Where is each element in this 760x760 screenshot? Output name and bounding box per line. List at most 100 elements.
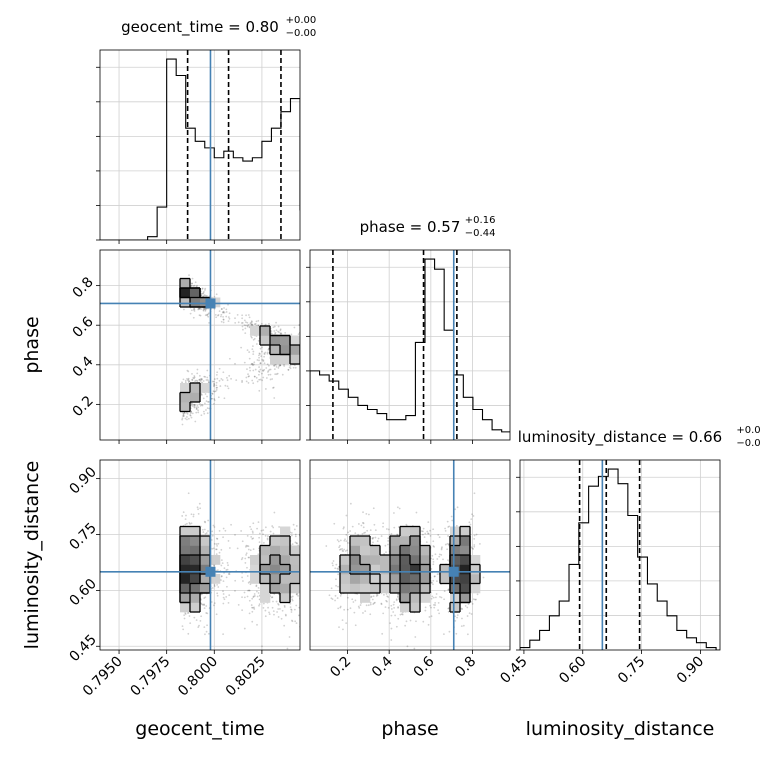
sample-point xyxy=(218,551,221,554)
sample-point xyxy=(216,377,219,380)
sample-point xyxy=(222,593,225,595)
sample-point xyxy=(220,575,223,577)
sample-point xyxy=(335,584,337,587)
sample-point xyxy=(213,565,216,567)
sample-point xyxy=(262,533,264,536)
sample-point xyxy=(321,350,323,352)
sample-point xyxy=(305,571,307,573)
sample-point xyxy=(263,353,266,356)
sample-point xyxy=(248,599,251,602)
truth-marker xyxy=(205,298,216,309)
sample-point xyxy=(386,595,389,598)
sample-point xyxy=(199,619,202,622)
sample-point xyxy=(330,587,333,590)
sample-point xyxy=(301,354,303,356)
sample-point xyxy=(257,319,260,322)
density-cell xyxy=(180,564,191,575)
sample-point xyxy=(361,521,364,524)
sample-point xyxy=(215,553,218,555)
sample-point xyxy=(199,404,202,407)
sample-point xyxy=(395,599,398,602)
sample-point xyxy=(216,583,219,586)
sample-point xyxy=(250,335,253,338)
sample-point xyxy=(260,529,263,532)
sample-point xyxy=(314,366,316,368)
sample-point xyxy=(456,616,459,619)
sample-point xyxy=(295,604,298,607)
sample-point xyxy=(252,369,255,372)
title-plus-phase: +0.16 xyxy=(465,215,496,226)
sample-point xyxy=(447,526,450,528)
sample-point xyxy=(339,594,342,597)
sample-point xyxy=(252,353,255,355)
sample-point xyxy=(248,357,251,360)
sample-point xyxy=(263,362,266,365)
sample-point xyxy=(338,546,340,549)
sample-point xyxy=(456,506,459,509)
sample-point xyxy=(204,402,206,405)
sample-point xyxy=(275,600,278,603)
sample-point xyxy=(280,332,283,335)
sample-point xyxy=(200,295,203,297)
sample-point xyxy=(237,321,240,324)
sample-point xyxy=(203,603,205,606)
sample-point xyxy=(210,601,213,603)
sample-point xyxy=(301,346,303,348)
sample-point xyxy=(305,349,307,351)
sample-point xyxy=(346,596,349,599)
sample-point xyxy=(397,593,400,596)
sample-point xyxy=(306,359,308,361)
sample-point xyxy=(302,343,304,345)
sample-point xyxy=(249,369,252,372)
sample-point xyxy=(192,285,195,287)
sample-point xyxy=(337,540,340,543)
sample-point xyxy=(225,576,228,579)
sample-point xyxy=(308,359,310,361)
density-cell xyxy=(270,555,281,565)
sample-point xyxy=(258,352,261,355)
sample-point xyxy=(276,372,279,375)
sample-point xyxy=(306,356,308,358)
sample-point xyxy=(366,529,369,532)
sample-point xyxy=(430,581,433,584)
sample-point xyxy=(181,418,184,421)
sample-point xyxy=(251,323,254,326)
sample-point xyxy=(190,285,193,288)
sample-point xyxy=(398,507,401,510)
sample-point xyxy=(264,526,267,529)
sample-point xyxy=(369,613,372,616)
sample-point xyxy=(240,530,243,532)
sample-point xyxy=(215,613,218,616)
sample-point xyxy=(303,563,305,565)
sample-point xyxy=(259,353,261,355)
sample-point xyxy=(333,522,336,525)
sample-point xyxy=(314,528,316,530)
sample-point xyxy=(241,609,244,612)
sample-point xyxy=(338,548,341,551)
sample-point xyxy=(203,604,206,606)
sample-point xyxy=(251,620,254,623)
sample-point xyxy=(241,576,243,579)
sample-point xyxy=(205,409,207,411)
sample-point xyxy=(279,329,282,332)
sample-point xyxy=(201,288,204,290)
sample-point xyxy=(433,575,436,578)
sample-point xyxy=(193,404,196,406)
sample-point xyxy=(305,333,307,335)
sample-point xyxy=(257,586,260,589)
sample-point xyxy=(251,530,254,533)
sample-point xyxy=(204,289,206,291)
sample-point xyxy=(252,364,254,367)
sample-point xyxy=(432,528,435,531)
sample-point xyxy=(304,577,306,579)
sample-point xyxy=(205,630,208,633)
sample-point xyxy=(252,350,255,353)
sample-point xyxy=(189,523,191,525)
sample-point xyxy=(336,567,339,570)
sample-point xyxy=(258,541,261,544)
sample-point xyxy=(307,544,309,546)
sample-point xyxy=(225,311,228,313)
sample-point xyxy=(267,373,270,376)
sample-point xyxy=(351,525,354,528)
ytick-label: 0.8 xyxy=(70,274,97,301)
